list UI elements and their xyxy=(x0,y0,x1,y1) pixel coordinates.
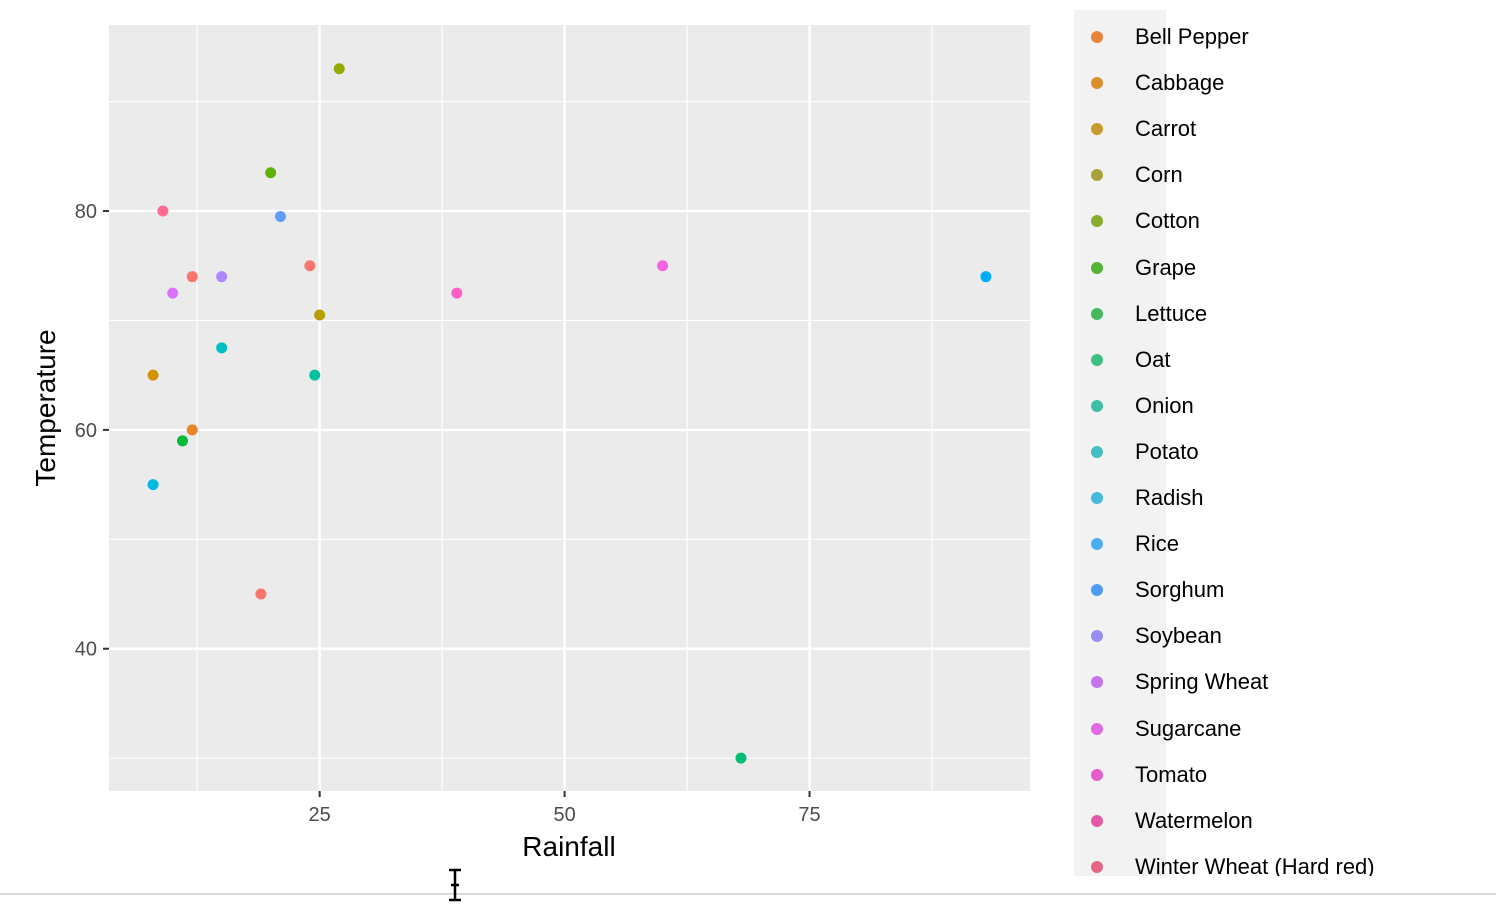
legend-item: Radish xyxy=(1074,475,1203,521)
legend-key xyxy=(1091,630,1103,643)
text-cursor-icon xyxy=(449,868,461,902)
legend-key xyxy=(1091,307,1103,320)
legend-label: Sugarcane xyxy=(1135,715,1242,741)
data-point xyxy=(309,369,321,381)
y-axis: 40 60 80 xyxy=(75,201,109,661)
x-axis-title: Rainfall xyxy=(522,831,615,862)
legend-label: Radish xyxy=(1135,485,1204,510)
legend-label: Soybean xyxy=(1135,623,1222,649)
legend-item: Lettuce xyxy=(1074,291,1207,337)
data-point xyxy=(735,752,747,764)
data-point xyxy=(147,479,159,491)
legend-key xyxy=(1091,584,1103,597)
legend-label: Potato xyxy=(1135,438,1199,464)
legend-key xyxy=(1091,215,1103,228)
data-point xyxy=(333,63,345,75)
legend-key xyxy=(1091,768,1103,781)
legend-label: Spring Wheat xyxy=(1135,669,1269,695)
legend-label: Winter Wheat (Hard red) xyxy=(1135,853,1375,876)
legend-label: Corn xyxy=(1135,162,1183,188)
data-point xyxy=(176,435,188,447)
y-tick-label: 80 xyxy=(75,201,97,223)
legend-item: Sugarcane xyxy=(1074,706,1241,752)
legend-item: Oat xyxy=(1074,337,1170,383)
legend-label: Onion xyxy=(1135,392,1194,418)
legend-key xyxy=(1091,492,1103,504)
legend-key xyxy=(1091,445,1103,458)
legend-label: Rice xyxy=(1135,531,1180,557)
legend-key xyxy=(1091,261,1103,274)
legend-key xyxy=(1091,860,1103,873)
legend-key xyxy=(1091,31,1103,43)
legend-item: Cabbage xyxy=(1074,60,1224,106)
data-points xyxy=(147,63,992,764)
data-point xyxy=(147,369,159,381)
data-point xyxy=(186,271,198,283)
legend-item: Spring Wheat xyxy=(1074,659,1268,705)
legend-item: Rice xyxy=(1074,521,1179,567)
legend-key xyxy=(1091,676,1103,689)
x-tick-label: 25 xyxy=(309,804,331,826)
legend-item: Winter Wheat (Hard red) xyxy=(1074,844,1375,876)
data-point xyxy=(216,342,228,354)
legend-item: Soybean xyxy=(1074,613,1222,659)
data-point xyxy=(274,211,286,222)
major-gridlines xyxy=(109,25,1030,791)
y-tick-label: 40 xyxy=(75,639,97,661)
y-tick-label: 60 xyxy=(75,420,97,442)
data-point xyxy=(157,205,169,217)
legend-label: Lettuce xyxy=(1135,300,1208,326)
legend-key xyxy=(1091,538,1103,551)
legend-item: Potato xyxy=(1074,429,1199,475)
legend-key xyxy=(1091,399,1103,412)
legend-item: Cotton xyxy=(1074,198,1200,244)
legend-label: Tomato xyxy=(1135,761,1208,787)
legend-label: Bell Pepper xyxy=(1135,24,1249,49)
data-point xyxy=(657,260,669,272)
data-point xyxy=(216,271,228,283)
legend-key xyxy=(1091,77,1103,90)
legend-item: Onion xyxy=(1074,383,1194,429)
legend-label: Oat xyxy=(1135,346,1171,372)
x-tick-label: 50 xyxy=(553,804,575,826)
legend-item: Tomato xyxy=(1074,752,1207,798)
legend-key xyxy=(1091,353,1103,366)
legend-key xyxy=(1091,722,1103,735)
data-point xyxy=(314,309,326,321)
legend-item: Grape xyxy=(1074,245,1196,291)
legend-label: Cotton xyxy=(1135,208,1200,234)
legend: Bell Pepper Cabbage Carrot Corn Cotton Grape L… xyxy=(1074,10,1375,876)
legend-label: Sorghum xyxy=(1135,577,1225,603)
minor-gridlines xyxy=(109,25,1030,791)
legend-key xyxy=(1091,123,1103,136)
legend-label: Carrot xyxy=(1135,116,1197,142)
legend-label: Grape xyxy=(1135,254,1197,280)
legend-item: Carrot xyxy=(1074,106,1196,152)
bottom-divider xyxy=(0,893,1496,895)
y-axis-title: Temperature xyxy=(30,329,61,486)
data-point xyxy=(186,424,198,436)
x-axis: 25 50 75 xyxy=(309,791,821,826)
legend-label: Watermelon xyxy=(1135,807,1253,833)
legend-item: Sorghum xyxy=(1074,567,1224,613)
legend-item: Corn xyxy=(1074,152,1183,198)
data-point xyxy=(265,167,277,179)
data-point xyxy=(451,287,463,299)
legend-label: Cabbage xyxy=(1135,70,1225,96)
plot-panel xyxy=(109,25,1030,791)
legend-background xyxy=(1074,10,1166,876)
data-point xyxy=(980,271,992,283)
data-point xyxy=(304,260,316,272)
legend-key xyxy=(1091,814,1103,827)
x-tick-label: 75 xyxy=(798,804,820,826)
legend-key xyxy=(1091,169,1103,182)
legend-item: Bell Pepper xyxy=(1074,14,1249,60)
legend-item: Watermelon xyxy=(1074,798,1253,844)
data-point xyxy=(167,287,179,299)
data-point xyxy=(255,588,267,600)
